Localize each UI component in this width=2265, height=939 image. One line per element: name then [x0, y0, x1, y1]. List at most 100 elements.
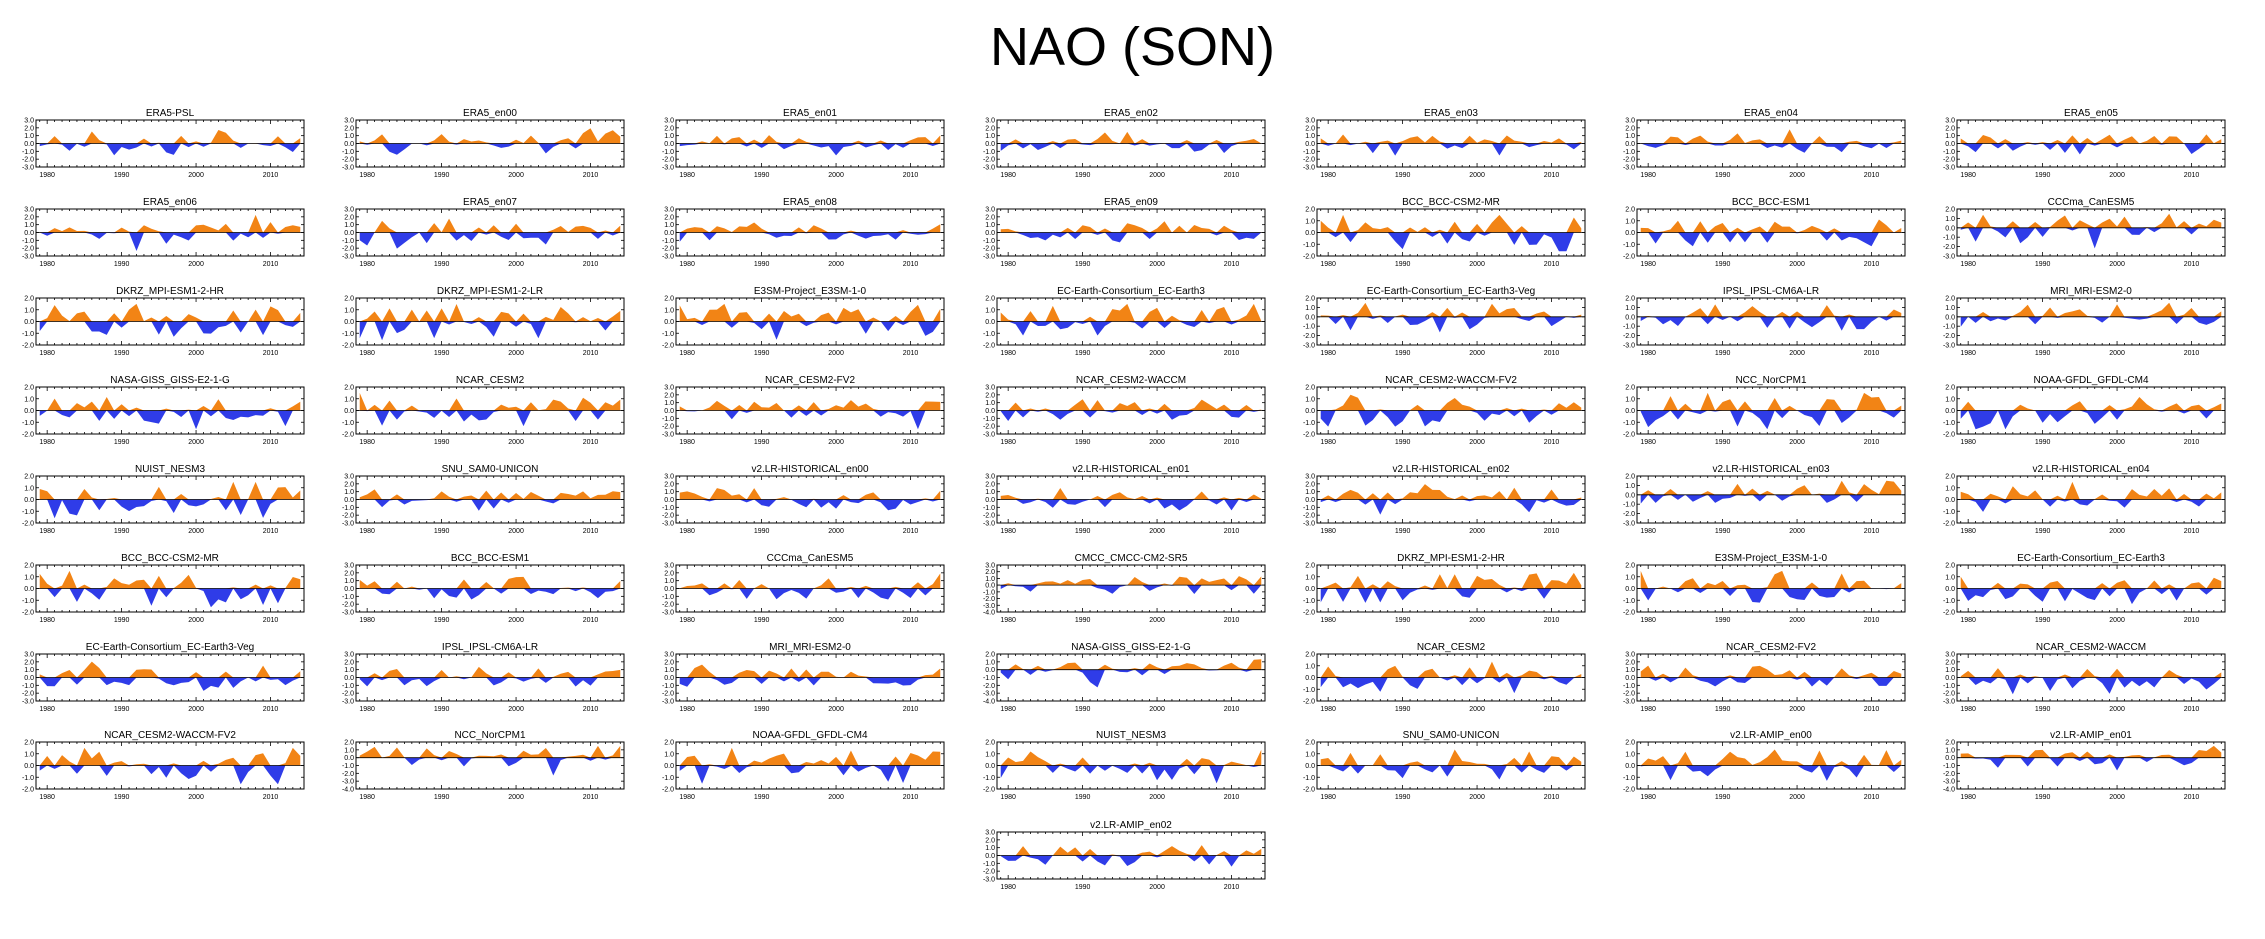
x-tick-label: 1980: [679, 528, 695, 535]
panel-16: DKRZ_MPI-ESM1-2-LR 2.0 1.0 0.0 -1.0 -2.0 1980 1…: [342, 286, 625, 357]
positive-area: [359, 128, 621, 144]
positive-area: [39, 570, 301, 589]
panel-26: NCAR_CESM2-WACCM-FV2 2.0 1.0 0.0 -1.0 -2.0 198…: [1303, 375, 1586, 446]
panel-title: NCAR_CESM2: [456, 375, 525, 386]
y-tick-label: 2.0: [1305, 385, 1315, 392]
y-tick-label: -3.0: [983, 432, 995, 439]
panel-30: SNU_SAM0-UNICON 3.02.01.00.0-1.0-2.0-3.0 1…: [342, 464, 625, 535]
y-tick-label: 1.0: [1625, 667, 1635, 674]
y-tick-label: -1.0: [1303, 149, 1315, 156]
x-tick-label: 2010: [583, 706, 599, 713]
panel-15: DKRZ_MPI-ESM1-2-HR 2.0 1.0 0.0 -1.0 -2.0 1980 1…: [22, 286, 305, 357]
y-tick-label: -3.0: [1303, 521, 1315, 528]
x-tick-label: 1980: [679, 172, 695, 179]
x-tick-label: 1990: [1075, 617, 1091, 624]
panel-21: MRI_MRI-ESM2-0 2.0 1.0 0.0 -1.0 -2.0 -3.0 1980 1…: [1943, 286, 2226, 357]
x-tick-label: 1990: [1715, 706, 1731, 713]
negative-area: [1640, 316, 1902, 331]
x-tick-label: 2000: [1149, 439, 1165, 446]
panel-24: NCAR_CESM2-FV2 3.02.01.00.0-1.0-2.0-3.0 19…: [662, 375, 945, 446]
y-tick-label: -3.0: [342, 165, 354, 172]
y-tick-label: 0.0: [344, 675, 354, 682]
y-tick-label: -1.0: [342, 149, 354, 156]
panel-title: ERA5_en04: [1744, 108, 1798, 119]
positive-area: [1640, 304, 1902, 317]
panel-27: NCC_NorCPM1 2.0 1.0 0.0 -1.0 -2.0 1980 1990 2000…: [1623, 375, 1906, 446]
x-tick-label: 1990: [754, 261, 770, 268]
panel-title: NOAA-GFDL_GFDL-CM4: [2033, 375, 2148, 386]
x-tick-label: 1990: [1075, 350, 1091, 357]
y-tick-label: 2.0: [985, 392, 995, 399]
y-tick-label: -2.0: [983, 343, 995, 350]
y-tick-label: -3.0: [1303, 343, 1315, 350]
x-tick-label: 2000: [188, 261, 204, 268]
y-tick-label: -1.0: [22, 331, 34, 338]
y-tick-label: 3.0: [985, 563, 995, 570]
y-tick-label: -2.0: [1303, 333, 1315, 340]
positive-area: [679, 222, 941, 233]
x-tick-label: 1990: [1075, 261, 1091, 268]
y-tick-label: -3.0: [342, 610, 354, 617]
negative-area: [679, 499, 941, 511]
positive-area: [1000, 221, 1262, 233]
y-tick-label: 2.0: [24, 385, 34, 392]
y-tick-label: -3.0: [662, 521, 674, 528]
y-tick-label: -1.0: [342, 683, 354, 690]
y-tick-label: 0.0: [985, 667, 995, 674]
y-tick-label: 1.0: [344, 133, 354, 140]
x-tick-label: 1980: [1960, 439, 1976, 446]
positive-area: [1640, 570, 1902, 589]
x-tick-label: 1980: [1000, 350, 1016, 357]
x-tick-label: 2000: [508, 261, 524, 268]
positive-area: [1960, 213, 2222, 228]
panel-44: IPSL_IPSL-CM6A-LR 3.02.01.00.0-1.0-2.0-3.…: [342, 642, 625, 713]
x-tick-label: 1980: [1000, 261, 1016, 268]
y-tick-label: -2.0: [1623, 254, 1635, 261]
y-tick-label: -2.0: [1303, 699, 1315, 706]
panel-20: IPSL_IPSL-CM6A-LR 2.0 1.0 0.0 -1.0 -2.0 -3.0 19…: [1623, 286, 1906, 357]
panel-title: NCAR_CESM2: [1417, 642, 1486, 653]
panel-title: CCCma_CanESM5: [2048, 197, 2135, 208]
x-tick-label: 2000: [1789, 172, 1805, 179]
y-tick-label: -1.0: [342, 505, 354, 512]
panel-title: EC-Earth-Consortium_EC-Earth3: [1057, 286, 1205, 297]
x-tick-label: 1980: [359, 261, 375, 268]
panel-title: E3SM-Project_E3SM-1-0: [754, 286, 867, 297]
x-tick-label: 1990: [2035, 706, 2051, 713]
y-tick-label: -3.0: [983, 603, 995, 610]
x-tick-label: 2010: [583, 439, 599, 446]
x-tick-label: 2000: [828, 350, 844, 357]
x-tick-label: 2010: [1544, 528, 1560, 535]
x-tick-label: 1990: [434, 617, 450, 624]
y-tick-label: 1.0: [1945, 485, 1955, 492]
x-tick-label: 1990: [754, 439, 770, 446]
x-tick-label: 2000: [828, 439, 844, 446]
y-tick-label: 2.0: [344, 570, 354, 577]
negative-area: [1320, 232, 1582, 252]
y-tick-label: 1.0: [1945, 305, 1955, 312]
y-tick-label: -1.0: [1943, 420, 1955, 427]
y-tick-label: 3.0: [1945, 118, 1955, 125]
y-tick-label: 2.0: [24, 125, 34, 132]
y-tick-label: -2.0: [662, 513, 674, 520]
y-tick-label: -3.0: [1943, 699, 1955, 706]
y-tick-label: -2.0: [1303, 432, 1315, 439]
panel-title: BCC_BCC-CSM2-MR: [121, 553, 219, 564]
y-tick-label: -1.0: [22, 775, 34, 782]
y-tick-label: -3.0: [983, 691, 995, 698]
y-tick-label: 2.0: [1945, 563, 1955, 570]
y-tick-label: 3.0: [344, 474, 354, 481]
y-tick-label: -2.0: [342, 513, 354, 520]
y-tick-label: 0.0: [1625, 586, 1635, 593]
x-tick-label: 2000: [1789, 439, 1805, 446]
panel-title: ERA5_en07: [463, 197, 517, 208]
panel-title: ERA5_en03: [1424, 108, 1478, 119]
y-tick-label: 0.0: [1945, 141, 1955, 148]
x-tick-label: 2000: [1789, 528, 1805, 535]
y-tick-label: -1.0: [22, 683, 34, 690]
x-tick-label: 2010: [263, 617, 279, 624]
y-tick-label: 1.0: [1625, 218, 1635, 225]
negative-area: [1000, 232, 1262, 243]
x-tick-label: 2010: [1544, 172, 1560, 179]
x-tick-label: 2000: [1789, 261, 1805, 268]
